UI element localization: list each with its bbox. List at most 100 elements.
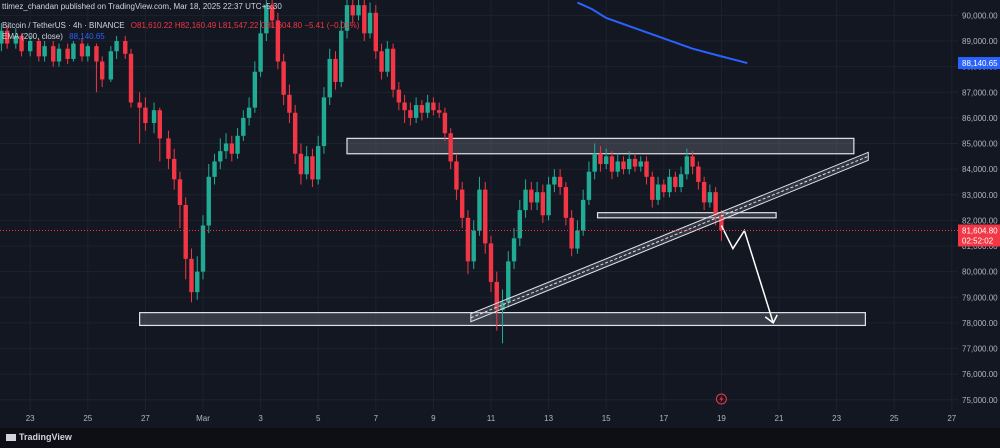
time-tick-label: 27: [141, 414, 150, 423]
candle-body: [108, 51, 114, 80]
candle-body: [621, 161, 626, 170]
candle-body: [644, 161, 649, 177]
candle-body: [563, 187, 569, 218]
candle-body: [287, 94, 292, 113]
candle-body: [166, 138, 171, 159]
candle-body: [246, 107, 252, 118]
price-tick-label: 77,000.00: [962, 345, 998, 354]
time-tick-label: 17: [659, 414, 668, 423]
candle-body: [344, 5, 350, 31]
candle-body: [367, 12, 373, 34]
candle-body: [195, 271, 200, 293]
tradingview-brand: TradingView: [19, 432, 72, 442]
candle-body: [114, 41, 119, 52]
candle-body: [678, 174, 684, 188]
candle-body: [177, 179, 183, 205]
candle-body: [586, 171, 592, 200]
last-price-tag: [958, 224, 1000, 247]
price-tick-label: 83,000.00: [962, 191, 998, 200]
lightning-icon[interactable]: [715, 393, 727, 405]
price-axis: 75,000.00 76,000.00 77,000.00 78,000.00 79,0…: [958, 11, 1000, 405]
candle-body: [373, 12, 378, 52]
candle-body: [696, 166, 701, 182]
ema-label[interactable]: EMA (200, close): [2, 32, 63, 41]
time-tick-label: 27: [947, 414, 956, 423]
candle-body: [546, 184, 551, 216]
candle-body: [436, 110, 442, 113]
candle-body: [569, 217, 574, 249]
candle-body: [627, 158, 632, 170]
ema-price-tag-label: 88,140.65: [962, 59, 998, 68]
footer-bar: TradingView: [0, 428, 1000, 448]
candle-body: [632, 158, 638, 167]
candle-body: [200, 225, 206, 272]
price-tick-label: 85,000.00: [962, 140, 998, 149]
countdown-label: 02:52:02: [962, 237, 994, 246]
time-tick-label: 23: [26, 414, 35, 423]
candle-body: [223, 143, 229, 152]
last-price-tag-label: 81,604.80: [962, 227, 998, 236]
candle-body: [94, 46, 99, 62]
candle-body: [206, 176, 211, 226]
ema-value: 88,140.65: [69, 32, 105, 41]
candle-body: [448, 133, 453, 162]
candle-body: [638, 161, 643, 167]
candle-body: [79, 43, 85, 57]
time-tick-label: 5: [316, 414, 321, 423]
price-tick-label: 90,000.00: [962, 11, 998, 20]
time-tick-label: 21: [775, 414, 784, 423]
ema-line[interactable]: [576, 1, 748, 65]
time-tick-label: 11: [487, 414, 496, 423]
time-tick-label: 13: [544, 414, 553, 423]
candle-body: [402, 102, 407, 111]
candle-body: [350, 5, 355, 16]
candle-body: [65, 48, 70, 59]
candle-body: [701, 181, 707, 203]
candle-body: [615, 161, 620, 172]
candle-body: [264, 5, 269, 34]
tradingview-logo[interactable]: TradingView: [6, 432, 72, 442]
projection-arrowhead: [764, 314, 778, 325]
candle-body: [494, 281, 499, 311]
candle-body: [143, 107, 148, 123]
time-tick-label: 19: [717, 414, 726, 423]
candle-body: [36, 41, 42, 57]
time-tick-label: 25: [83, 414, 92, 423]
candle-body: [339, 30, 344, 82]
candle-body: [454, 161, 459, 190]
candle-body: [310, 156, 315, 180]
time-tick-label: 23: [832, 414, 841, 423]
lightning-glyph: [719, 395, 724, 403]
candle-body: [258, 33, 263, 72]
candle-body: [13, 35, 18, 44]
candle-body: [212, 161, 217, 177]
candle-body: [151, 110, 157, 123]
time-axis: 23 25 27 Mar 3 5 7 9 11 13 15 17 19 21 23 25 27: [26, 393, 957, 423]
price-tick-label: 78,000.00: [962, 319, 998, 328]
candle-body: [408, 110, 413, 118]
candle-body: [275, 20, 281, 62]
candle-body: [56, 48, 62, 62]
candle-body: [321, 97, 327, 147]
time-tick-label: 9: [431, 414, 436, 423]
candle-body: [488, 243, 494, 282]
candle-body: [157, 110, 162, 139]
candle-body: [218, 151, 223, 162]
mini-support-zone[interactable]: [596, 212, 777, 219]
candle-body: [137, 102, 142, 108]
candle-body: [609, 156, 615, 172]
candle-body: [575, 230, 580, 249]
candle-body: [517, 210, 522, 239]
trendline-channel[interactable]: [470, 151, 869, 323]
ema-price-tag: [958, 57, 1000, 70]
price-tick-label: 80,000.00: [962, 268, 998, 277]
candle-body: [471, 230, 476, 262]
ohlc-values: O81,610.22 H82,160.49 L81,547.22 C81,604…: [130, 21, 360, 30]
price-tick-label: 86,000.00: [962, 114, 998, 123]
symbol-name[interactable]: Bitcoin / TetherUS · 4h · BINANCE: [2, 21, 125, 30]
candle-body: [298, 153, 304, 175]
candle-body: [413, 105, 419, 118]
candle-body: [661, 184, 666, 193]
